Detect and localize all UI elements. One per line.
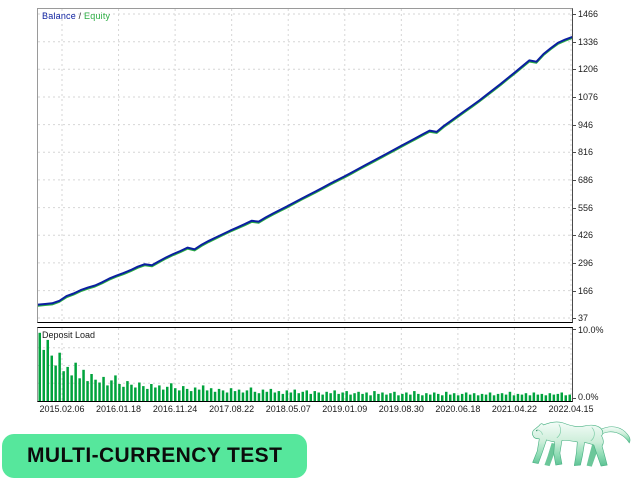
balance-equity-line-chart bbox=[38, 9, 572, 322]
panther-eye bbox=[536, 429, 538, 432]
y-axis-label: 686 bbox=[578, 174, 594, 185]
panther-body bbox=[532, 421, 608, 467]
panther-far-legs bbox=[544, 441, 598, 467]
y-axis-label: 37 bbox=[578, 313, 589, 323]
deposit-load-bar-chart bbox=[38, 328, 572, 401]
y-axis-label: 1466 bbox=[578, 9, 599, 19]
axis-tick bbox=[572, 398, 576, 399]
panther-accent-lines bbox=[537, 424, 595, 442]
x-axis-date-label: 2021.04.22 bbox=[491, 404, 537, 414]
y-axis-label: 946 bbox=[578, 119, 594, 130]
axis-tick bbox=[572, 152, 576, 154]
axis-tick bbox=[572, 124, 576, 126]
x-axis-date-label: 2022.04.15 bbox=[548, 404, 594, 414]
legend-separator: / bbox=[75, 11, 85, 21]
y-axis-label: 296 bbox=[578, 257, 594, 268]
y-axis-label: 1206 bbox=[578, 64, 599, 75]
legend-equity-label: Equity bbox=[84, 11, 111, 21]
axis-tick bbox=[572, 290, 576, 292]
y-axis-label: 166 bbox=[578, 285, 594, 296]
axis-tick bbox=[572, 179, 576, 181]
axis-tick bbox=[572, 207, 576, 209]
axis-tick bbox=[572, 41, 576, 43]
x-axis-date-label: 2015.02.06 bbox=[39, 404, 85, 414]
axis-tick bbox=[572, 329, 576, 330]
deposit-max-label: 10.0% bbox=[578, 325, 604, 335]
axis-tick bbox=[572, 14, 576, 15]
panther-tail bbox=[599, 426, 631, 444]
y-axis-label: 1076 bbox=[578, 91, 599, 102]
axis-tick bbox=[572, 262, 576, 264]
y-axis-label: 816 bbox=[578, 147, 594, 158]
multi-currency-test-badge: MULTI-CURRENCY TEST bbox=[2, 434, 308, 478]
axis-tick bbox=[572, 235, 576, 237]
axis-tick bbox=[572, 318, 576, 319]
y-axis-label: 556 bbox=[578, 202, 594, 213]
x-axis-date-label: 2019.01.09 bbox=[322, 404, 368, 414]
deposit-load-panel: Deposit Load bbox=[37, 327, 573, 402]
jade-panther-figurine bbox=[532, 421, 631, 467]
axis-tick bbox=[572, 96, 576, 98]
x-axis-date-label: 2019.08.30 bbox=[378, 404, 424, 414]
deposit-load-title: Deposit Load bbox=[42, 330, 96, 340]
deposit-min-label: 0.0% bbox=[578, 392, 599, 402]
x-axis-date-label: 2016.01.18 bbox=[96, 404, 142, 414]
y-axis-label: 426 bbox=[578, 230, 594, 241]
x-axis-date-label: 2017.08.22 bbox=[209, 404, 255, 414]
axis-tick bbox=[572, 69, 576, 71]
x-axis-date-label: 2020.06.18 bbox=[435, 404, 481, 414]
balance-equity-chart-panel: Balance / Equity bbox=[37, 8, 573, 323]
legend-balance-label: Balance bbox=[42, 11, 76, 21]
y-axis-label: 1336 bbox=[578, 36, 599, 47]
chart-legend: Balance / Equity bbox=[42, 11, 110, 22]
x-axis-date-label: 2018.05.07 bbox=[265, 404, 311, 414]
x-axis-date-label: 2016.11.24 bbox=[152, 404, 198, 414]
